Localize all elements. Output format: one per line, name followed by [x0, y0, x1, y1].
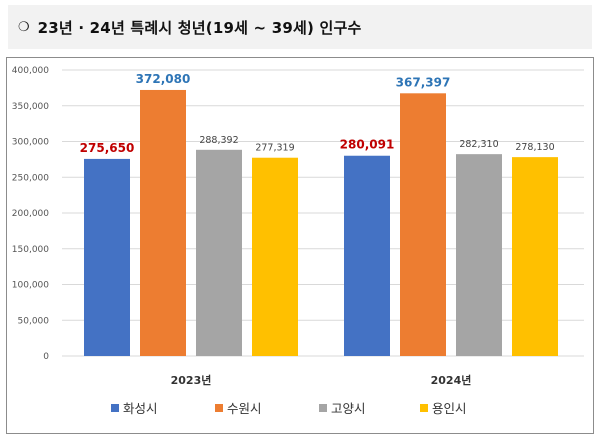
page-title: 23년 · 24년 특례시 청년(19세 ~ 39세) 인구수 — [37, 18, 362, 37]
legend-label: 화성시 — [123, 401, 158, 416]
data-label: 288,392 — [199, 135, 238, 146]
y-tick-label: 250,000 — [12, 173, 49, 183]
y-tick-label: 50,000 — [18, 316, 50, 326]
data-label: 277,319 — [255, 143, 294, 154]
x-category-label: 2023년 — [171, 373, 212, 387]
data-label: 282,310 — [459, 139, 498, 150]
data-label: 280,091 — [340, 138, 395, 152]
y-tick-label: 350,000 — [12, 102, 49, 112]
bar — [456, 154, 502, 356]
legend-label: 수원시 — [227, 401, 262, 416]
y-tick-label: 400,000 — [12, 66, 49, 76]
title-bar: ❍ 23년 · 24년 특례시 청년(19세 ~ 39세) 인구수 — [8, 5, 592, 49]
x-category-label: 2024년 — [431, 373, 472, 387]
bar — [196, 149, 242, 356]
y-tick-label: 150,000 — [12, 245, 49, 255]
data-label: 367,397 — [396, 75, 451, 89]
legend-swatch — [215, 404, 223, 412]
legend-swatch — [319, 404, 327, 412]
y-tick-label: 0 — [43, 352, 49, 362]
bar — [512, 157, 558, 356]
legend-label: 용인시 — [432, 401, 467, 416]
y-tick-label: 200,000 — [12, 209, 49, 219]
data-label: 372,080 — [136, 72, 191, 86]
bar — [344, 155, 390, 356]
legend-label: 고양시 — [331, 401, 366, 416]
y-tick-label: 300,000 — [12, 138, 49, 148]
bullet-icon: ❍ — [18, 19, 30, 35]
bar — [84, 158, 130, 356]
bar — [252, 157, 298, 356]
bar — [400, 93, 446, 356]
y-tick-label: 100,000 — [12, 281, 49, 291]
legend-swatch — [111, 404, 119, 412]
data-label: 275,650 — [80, 141, 135, 155]
bar — [140, 89, 186, 356]
legend-swatch — [420, 404, 428, 412]
data-label: 278,130 — [515, 142, 554, 153]
